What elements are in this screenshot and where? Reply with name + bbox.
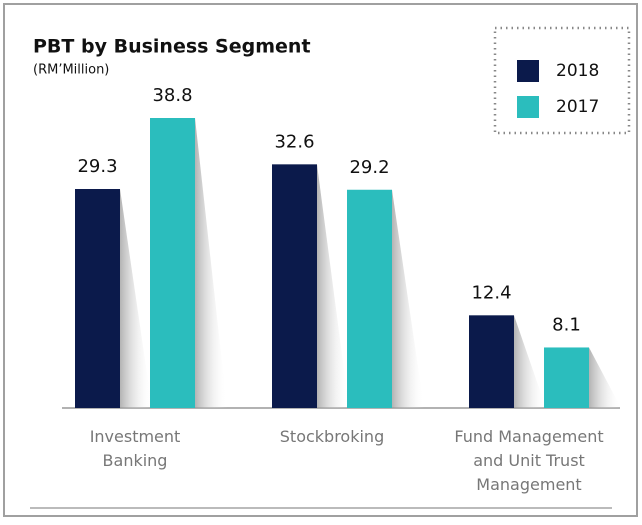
x-tick-label: Fund Management and Unit Trust Management [454, 427, 603, 494]
value-label: 32.6 [274, 131, 314, 152]
bar-shadow [317, 164, 349, 408]
x-tick-label: Stockbroking [280, 427, 384, 446]
bar-shadow [589, 347, 621, 408]
bar [469, 315, 514, 408]
value-label: 38.8 [152, 85, 192, 106]
legend-swatch [517, 60, 539, 82]
bar [150, 118, 195, 408]
legend-label: 2017 [556, 97, 599, 117]
bar-shadow [195, 118, 227, 408]
x-tick-label: Investment Banking [90, 427, 181, 470]
value-label: 29.3 [77, 156, 117, 177]
bar [347, 189, 392, 408]
legend-box [493, 26, 631, 135]
bar-shadow [392, 189, 424, 408]
bar [272, 164, 317, 408]
bar-shadow [120, 189, 152, 408]
bar-shadow [514, 315, 546, 408]
chart-title: PBT by Business Segment [33, 36, 311, 58]
value-label: 12.4 [471, 282, 511, 303]
legend-swatch [517, 96, 539, 118]
chart-subtitle: (RM’Million) [33, 63, 109, 78]
bar [75, 189, 120, 408]
legend-label: 2018 [556, 61, 599, 81]
bar [544, 347, 589, 408]
value-label: 8.1 [552, 314, 581, 335]
value-label: 29.2 [349, 157, 389, 178]
